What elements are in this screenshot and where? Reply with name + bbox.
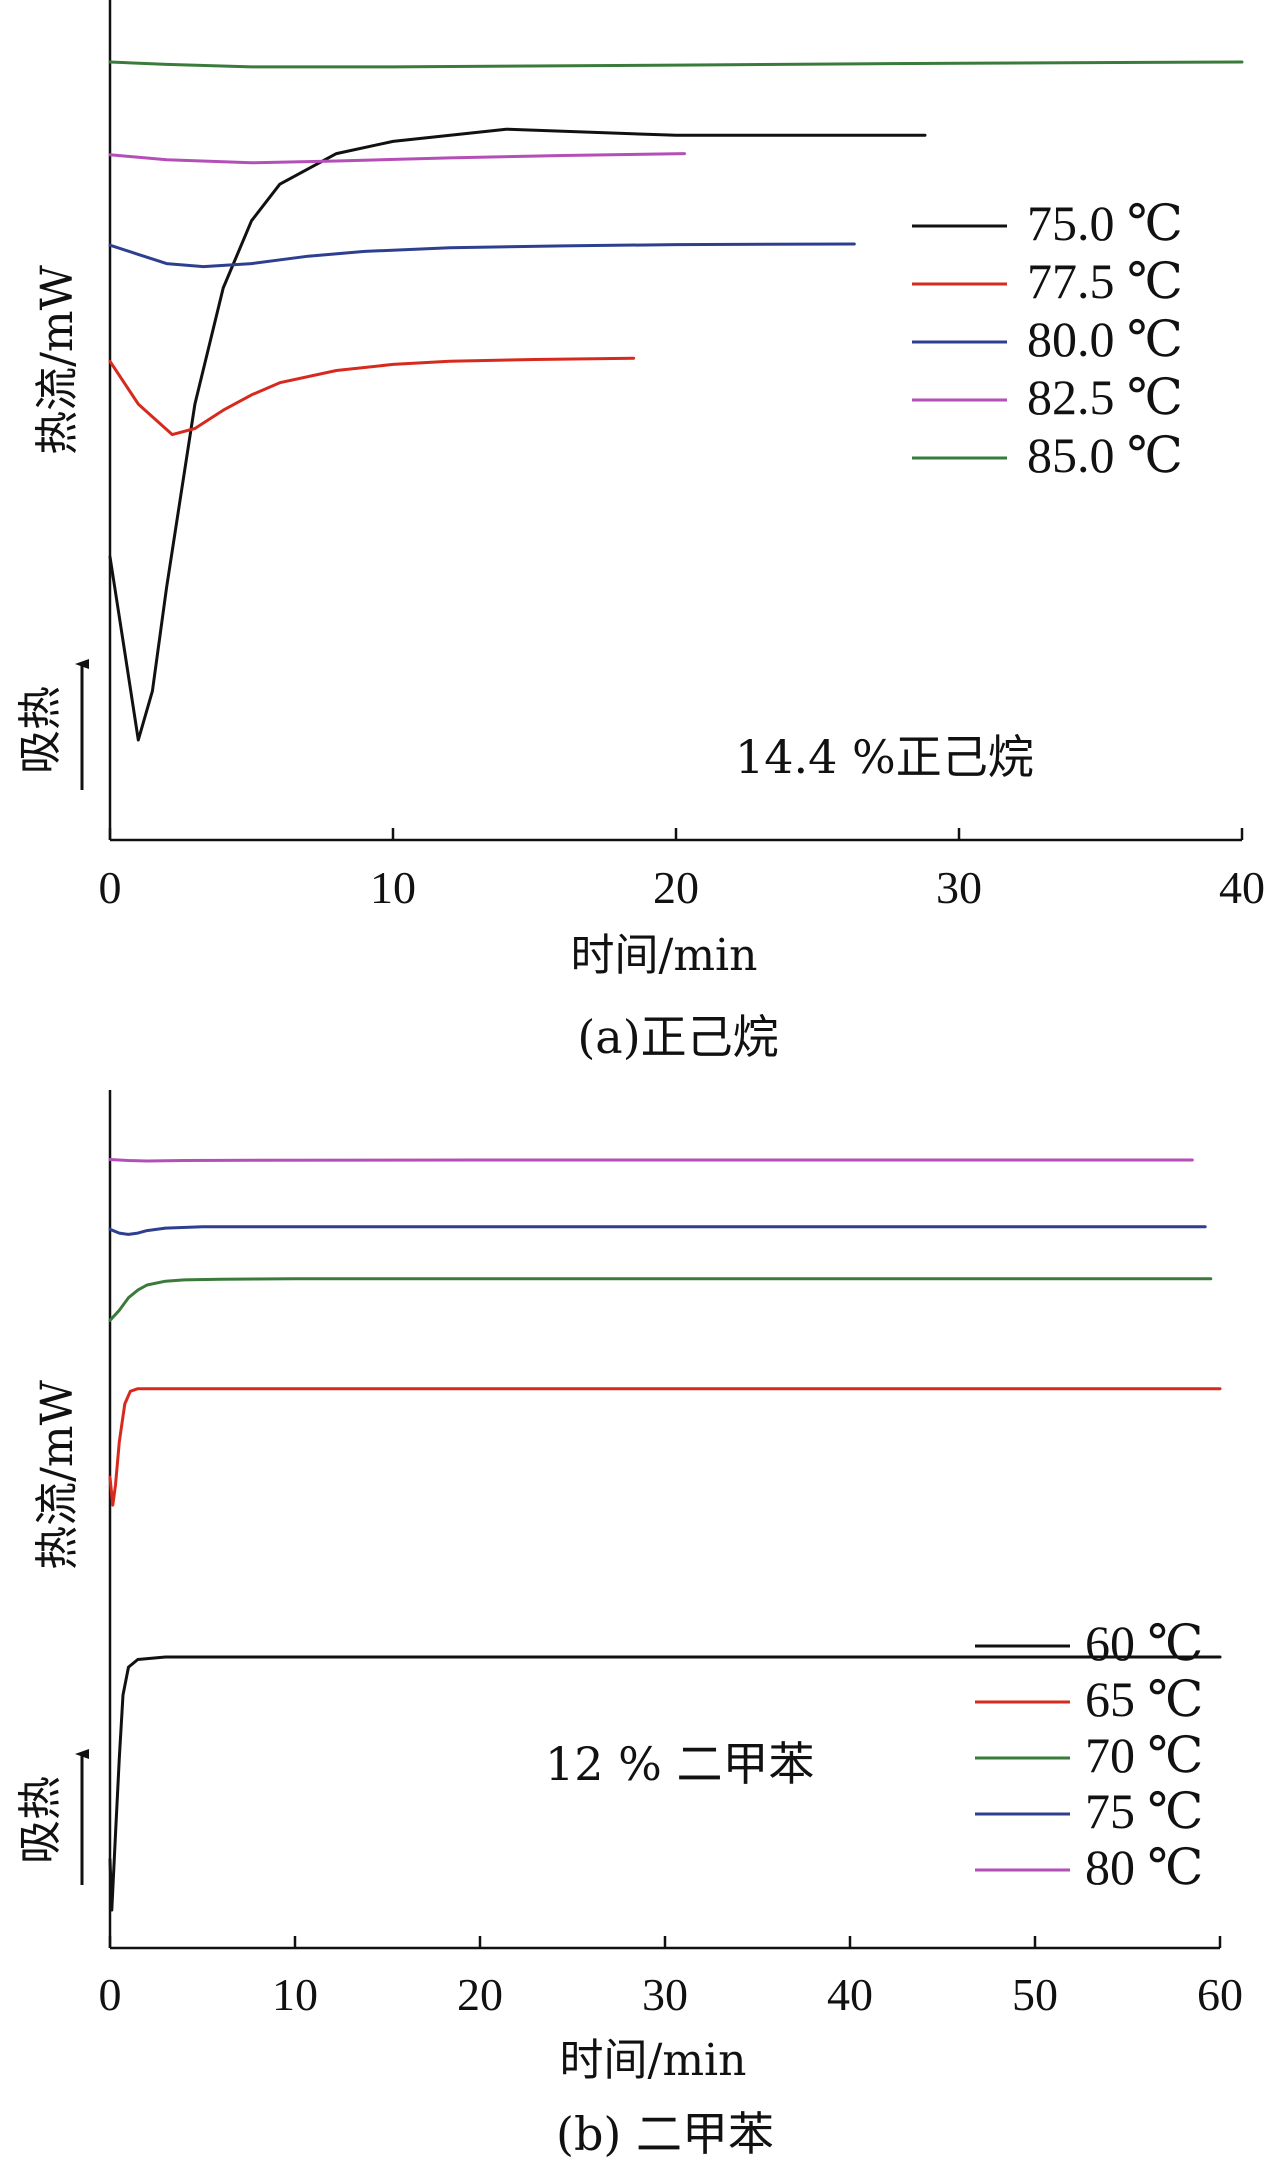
panel-caption: (a)正己烷: [577, 1010, 778, 1064]
panel-a-hexane: 0 10 20 30 40 时间/min 热流/mW 吸热 75.0 ℃77.5 ℃80.0 ℃…: [15, 0, 1265, 1064]
y-axis-title: 热流/mW: [32, 1379, 83, 1570]
endothermic-label: 吸热: [15, 1776, 66, 1864]
x-axis-title: 时间/min: [571, 930, 758, 981]
x-tick-label: 10: [370, 862, 416, 913]
sample-annotation: 14.4 %正己烷: [735, 730, 1034, 784]
x-tick-label: 20: [653, 862, 699, 913]
x-tick-label: 30: [936, 862, 982, 913]
legend-label: 77.5 ℃: [1027, 253, 1183, 309]
x-tick-label: 0: [99, 1969, 122, 2020]
legend-label: 80 ℃: [1085, 1839, 1203, 1895]
x-tick-label: 40: [1219, 862, 1265, 913]
x-tick-label: 60: [1197, 1969, 1243, 2020]
x-tick-label: 10: [272, 1969, 318, 2020]
legend-label: 80.0 ℃: [1027, 311, 1183, 367]
series-line: [108, 356, 636, 437]
x-tick-label: 0: [99, 862, 122, 913]
legend-label: 60 ℃: [1085, 1615, 1203, 1671]
x-tick-label: 30: [642, 1969, 688, 2020]
x-tick-label: 40: [827, 1969, 873, 2020]
legend-label: 75.0 ℃: [1027, 195, 1183, 251]
x-tick-label: 50: [1012, 1969, 1058, 2020]
series-line: [108, 1387, 1222, 1507]
legend-label: 85.0 ℃: [1027, 427, 1183, 483]
series-line: [108, 1655, 1222, 1912]
series-line: [108, 60, 1244, 69]
series-line: [108, 127, 927, 742]
legend-label: 70 ℃: [1085, 1727, 1203, 1783]
series-line: [108, 152, 686, 165]
series-line: [108, 1225, 1207, 1236]
x-tick-label: 20: [457, 1969, 503, 2020]
legend-label: 75 ℃: [1085, 1783, 1203, 1839]
x-axis-title: 时间/min: [560, 2035, 747, 2086]
panel-b-xylene: 0 10 20 30 40 50 60 时间/min 热流/mW 吸热 60 ℃65 ℃70 ℃75…: [15, 1090, 1243, 2161]
y-axis-title: 热流/mW: [32, 264, 83, 455]
series-line: [108, 1277, 1213, 1322]
legend-label: 82.5 ℃: [1027, 369, 1183, 425]
legend-label: 65 ℃: [1085, 1671, 1203, 1727]
endothermic-label: 吸热: [15, 686, 66, 774]
panel-caption: (b) 二甲苯: [556, 2107, 774, 2161]
series-line: [108, 1158, 1194, 1163]
sample-annotation: 12 % 二甲苯: [545, 1737, 815, 1791]
series-line: [108, 242, 856, 269]
